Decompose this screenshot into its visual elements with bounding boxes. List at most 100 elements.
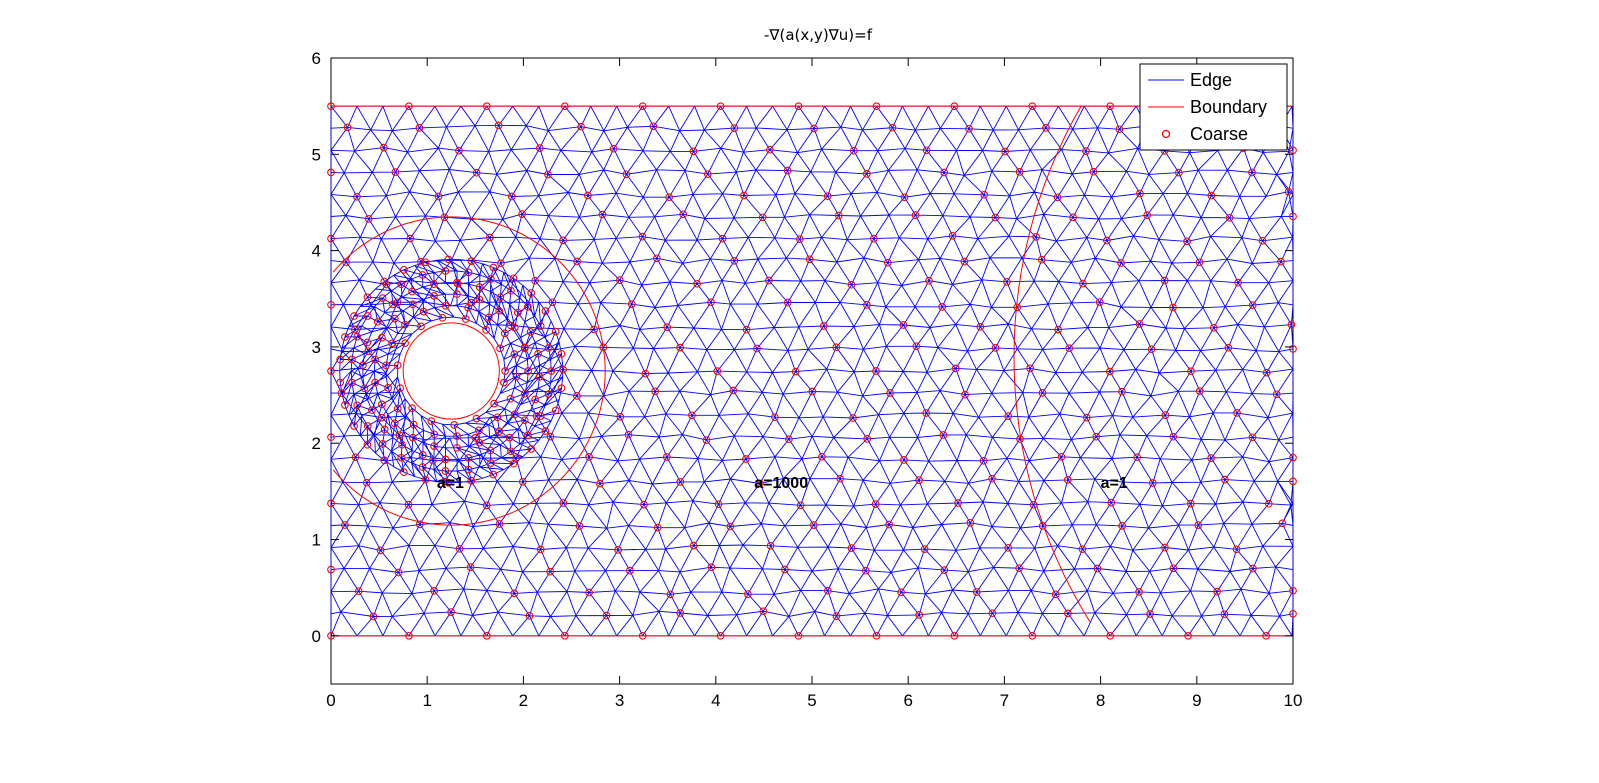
coarse-point [467,257,476,265]
coarse-point [1082,147,1090,155]
coarse-point [397,453,406,462]
coarse-point [390,314,399,323]
coarse-point [805,255,814,264]
coarse-point [440,213,449,222]
coarse-point [1248,301,1257,309]
coarse-point [405,631,413,640]
legend-label-0: Edge [1190,70,1232,90]
y-tick-label: 4 [312,242,321,261]
coarse-point [1224,343,1233,352]
coarse-point [506,394,515,403]
coarse-point [862,170,871,178]
coarse-point [400,265,408,274]
coarse-point [614,546,622,554]
coarse-point [1207,454,1215,462]
coarse-point [1249,564,1257,573]
coarse-point [1053,193,1062,202]
coarse-point [354,587,363,596]
coarse-point [948,231,957,240]
coarse-point [350,312,358,320]
coarse-point [911,211,920,219]
coarse-point [495,427,504,436]
coarse-point [1069,213,1077,222]
coarse-point [1037,255,1046,264]
coarse-point [676,343,684,352]
coarse-point [466,563,475,571]
coarse-point [585,588,593,597]
coarse-point [378,400,386,409]
coarse-point [551,406,560,415]
coarse-point [536,545,545,554]
coarse-point [418,451,427,459]
coarse-point [408,287,416,296]
coarse-point [406,234,415,243]
coarse-point [583,191,592,200]
chart-title: -∇(a(x,y)∇u)=f [764,26,873,44]
coarse-point [536,412,545,420]
coarse-point [430,280,438,288]
coarse-point [520,416,529,425]
coarse-point [1003,277,1011,286]
coarse-point [1277,257,1285,266]
coarse-point [651,387,659,396]
coarse-point [740,191,748,200]
coarse-point [1289,453,1297,462]
coarse-point [810,124,818,133]
coarse-point [616,412,625,421]
coarse-point [548,298,557,307]
coarse-point [541,427,550,435]
y-tick-label: 6 [312,49,321,68]
coarse-point [482,102,491,111]
coarse-point [560,102,569,111]
coarse-point [834,211,843,220]
coarse-point [794,102,803,111]
coarse-point [795,235,804,244]
coarse-point [512,372,521,381]
coarse-point [1106,102,1115,111]
coarse-point [954,499,962,507]
coarse-point [1015,564,1023,573]
x-tick-label: 10 [1284,691,1303,710]
coarse-point [369,612,378,621]
coarse-point [1262,368,1271,377]
coarse-point [464,454,473,462]
coarse-point [742,455,750,463]
coarse-point [510,589,519,598]
coarse-point [1289,212,1297,221]
coarse-point [1038,389,1047,397]
coarse-point [729,386,738,395]
coarse-point [380,425,389,434]
coarse-point [507,192,516,201]
coarse-point [849,414,857,422]
coarse-point [1004,412,1013,420]
coarse-point [598,210,607,219]
coarse-point [1213,587,1221,596]
coarse-point [976,323,985,331]
coarse-point [1135,588,1143,596]
coarse-point [557,349,566,358]
coarse-point [939,431,948,439]
coarse-point [1054,325,1063,334]
coarse-point [693,279,701,288]
coarse-point [1092,432,1101,441]
coarse-point [453,432,461,441]
coarse-point [348,378,356,387]
coarse-point [363,440,372,449]
coarse-point [938,303,947,311]
coarse-point [438,313,447,322]
subdomain-boundary-1 [1013,105,1091,623]
coarse-point [495,306,504,315]
coarse-point [415,520,424,529]
coarse-point [1160,276,1169,285]
coarse-point [341,521,349,529]
coarse-point [408,300,417,309]
coarse-point [653,523,662,532]
coarse-point [520,389,529,398]
coarse-point [781,565,789,574]
coarse-point [1220,610,1229,619]
legend: Edge Boundary Coarse [1139,63,1288,151]
coarse-point [380,143,388,152]
coarse-point [506,321,515,330]
coarse-point [925,276,933,285]
coarse-point [1258,236,1267,245]
